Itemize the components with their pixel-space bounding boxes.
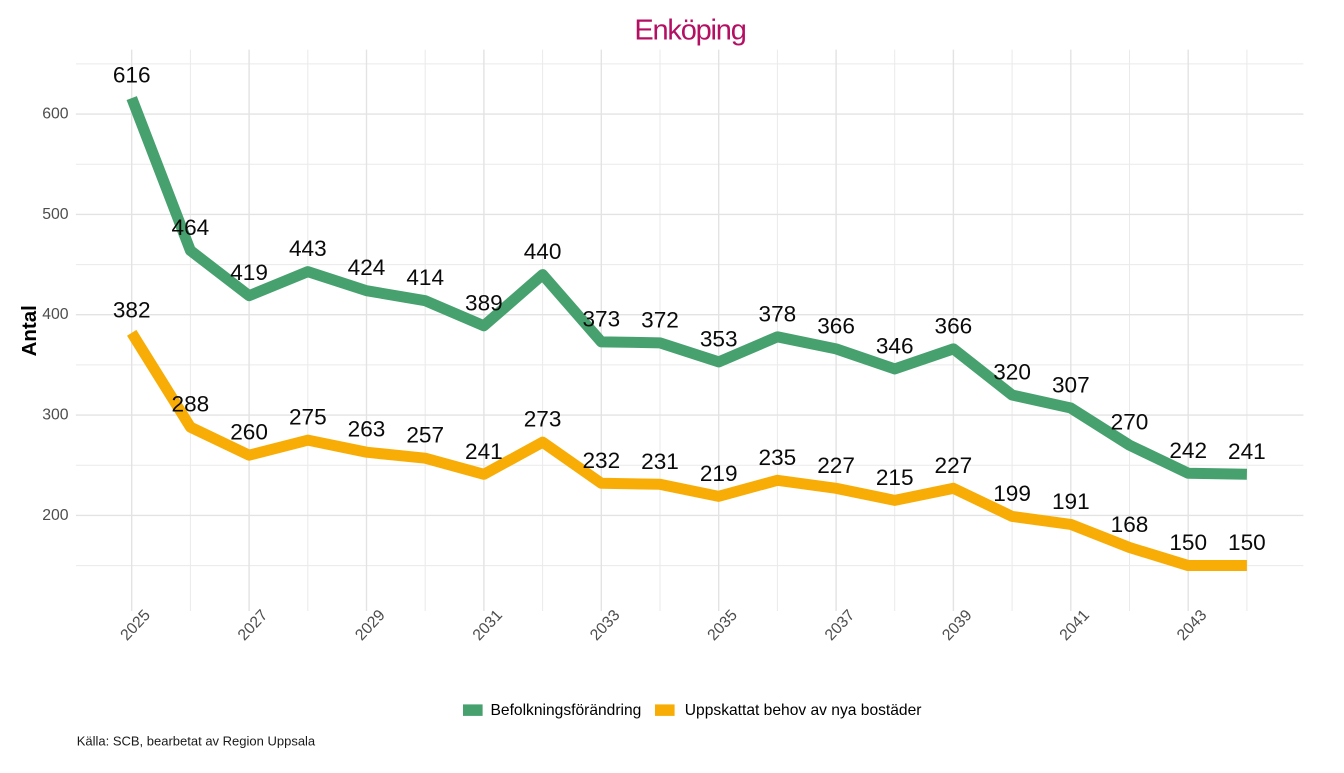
svg-text:419: 419: [230, 260, 268, 285]
svg-text:219: 219: [700, 461, 738, 486]
svg-text:275: 275: [289, 405, 327, 430]
svg-text:273: 273: [524, 407, 562, 432]
svg-text:215: 215: [876, 465, 914, 490]
svg-text:199: 199: [993, 481, 1031, 506]
svg-text:440: 440: [524, 239, 562, 264]
svg-text:300: 300: [42, 407, 69, 424]
svg-text:616: 616: [113, 63, 151, 88]
svg-text:346: 346: [876, 333, 914, 358]
svg-text:443: 443: [289, 236, 327, 261]
svg-text:366: 366: [935, 313, 973, 338]
svg-text:424: 424: [348, 255, 386, 280]
svg-text:373: 373: [582, 306, 620, 331]
svg-text:241: 241: [465, 439, 503, 464]
svg-text:400: 400: [42, 306, 69, 323]
svg-text:150: 150: [1169, 530, 1207, 555]
svg-text:464: 464: [172, 215, 210, 240]
svg-text:200: 200: [42, 507, 69, 524]
svg-text:242: 242: [1169, 438, 1207, 463]
svg-text:227: 227: [817, 453, 855, 478]
svg-text:382: 382: [113, 297, 151, 322]
svg-text:Befolkningsförändring: Befolkningsförändring: [491, 702, 642, 719]
svg-text:414: 414: [406, 265, 444, 290]
svg-text:600: 600: [42, 106, 69, 123]
svg-text:Uppskattat behov av nya bostäd: Uppskattat behov av nya bostäder: [685, 702, 922, 719]
svg-text:257: 257: [406, 423, 444, 448]
svg-text:263: 263: [348, 417, 386, 442]
svg-text:150: 150: [1228, 530, 1266, 555]
svg-text:389: 389: [465, 290, 503, 315]
svg-text:260: 260: [230, 420, 268, 445]
svg-text:378: 378: [759, 301, 797, 326]
svg-text:Antal: Antal: [18, 305, 41, 356]
svg-text:191: 191: [1052, 489, 1090, 514]
svg-text:231: 231: [641, 449, 679, 474]
svg-text:235: 235: [759, 445, 797, 470]
svg-text:227: 227: [935, 453, 973, 478]
svg-text:168: 168: [1111, 512, 1149, 537]
svg-text:270: 270: [1111, 410, 1149, 435]
svg-text:353: 353: [700, 326, 738, 351]
svg-text:366: 366: [817, 313, 855, 338]
svg-text:500: 500: [42, 206, 69, 223]
svg-text:320: 320: [993, 360, 1031, 385]
svg-text:Källa: SCB, bearbetat av Regio: Källa: SCB, bearbetat av Region Uppsala: [77, 734, 316, 749]
svg-text:307: 307: [1052, 373, 1090, 398]
svg-text:241: 241: [1228, 439, 1266, 464]
svg-text:232: 232: [582, 448, 620, 473]
svg-text:372: 372: [641, 307, 679, 332]
svg-text:Enköping: Enköping: [634, 15, 745, 47]
svg-text:288: 288: [172, 392, 210, 417]
